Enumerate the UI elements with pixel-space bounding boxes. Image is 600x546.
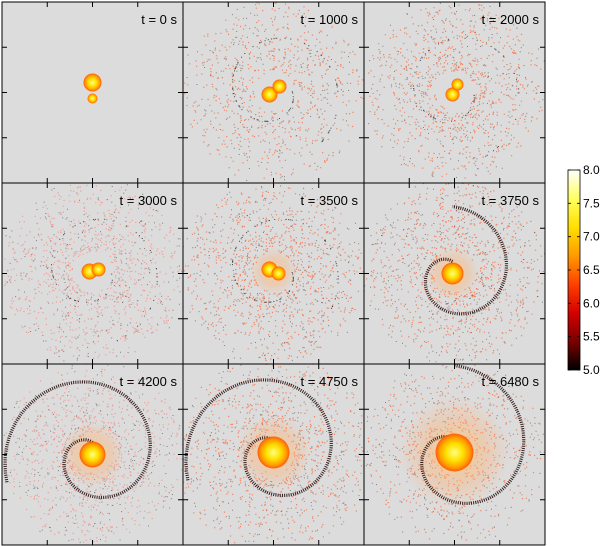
- core-blob: [441, 262, 464, 285]
- panel-time-label: t = 1000 s: [301, 12, 359, 27]
- panel-5: t = 3500 s: [182, 182, 365, 365]
- panel-1: t = 0 s: [1, 1, 184, 184]
- core-blob: [261, 86, 278, 103]
- core-blob: [445, 87, 460, 102]
- colorbar-tick-label: 6.5: [583, 263, 600, 277]
- colorbar-tick-label: 7.0: [583, 230, 600, 244]
- colorbar-tick-label: 6.0: [583, 296, 600, 310]
- panel-time-label: t = 0 s: [141, 12, 177, 27]
- panel-time-label: t = 2000 s: [482, 12, 540, 27]
- panel-4: t = 3000 s: [1, 182, 184, 365]
- panel-8: t = 4750 s: [182, 363, 365, 546]
- panel-time-label: t = 4200 s: [120, 374, 178, 389]
- colorbar: 8.0 7.5 7.0 6.5 6.0 5.5 5.0: [567, 163, 600, 377]
- panel-grid: t = 0 s t = 1000 s t = 2000 s t = 3000 s t =…: [1, 1, 546, 546]
- panel-3: t = 2000 s: [363, 1, 546, 184]
- colorbar-tick-label: 7.5: [583, 196, 600, 210]
- panel-7: t = 4200 s: [1, 363, 184, 546]
- core-blob: [451, 78, 464, 91]
- core-blob: [79, 441, 106, 468]
- panel-time-label: t = 4750 s: [301, 374, 359, 389]
- colorbar-tick-label: 5.5: [583, 330, 600, 344]
- core-blob: [272, 79, 287, 94]
- panel-6: t = 3750 s: [363, 182, 546, 365]
- panel-time-label: t = 6480 s: [482, 374, 540, 389]
- colorbar-tick-label: 8.0: [583, 163, 600, 177]
- core-blob: [83, 73, 102, 92]
- panel-time-label: t = 3000 s: [120, 193, 178, 208]
- colorbar-tick-label: 5.0: [583, 363, 600, 377]
- core-blob: [87, 93, 98, 104]
- panel-2: t = 1000 s: [182, 1, 365, 184]
- panel-background: [2, 2, 183, 183]
- panel-time-label: t = 3500 s: [301, 193, 359, 208]
- core-blob: [435, 433, 474, 472]
- core-blob: [257, 436, 290, 469]
- panel-time-label: t = 3750 s: [482, 193, 540, 208]
- core-blob: [271, 266, 286, 281]
- core-blob: [91, 262, 106, 277]
- panel-9: t = 6480 s: [363, 363, 546, 546]
